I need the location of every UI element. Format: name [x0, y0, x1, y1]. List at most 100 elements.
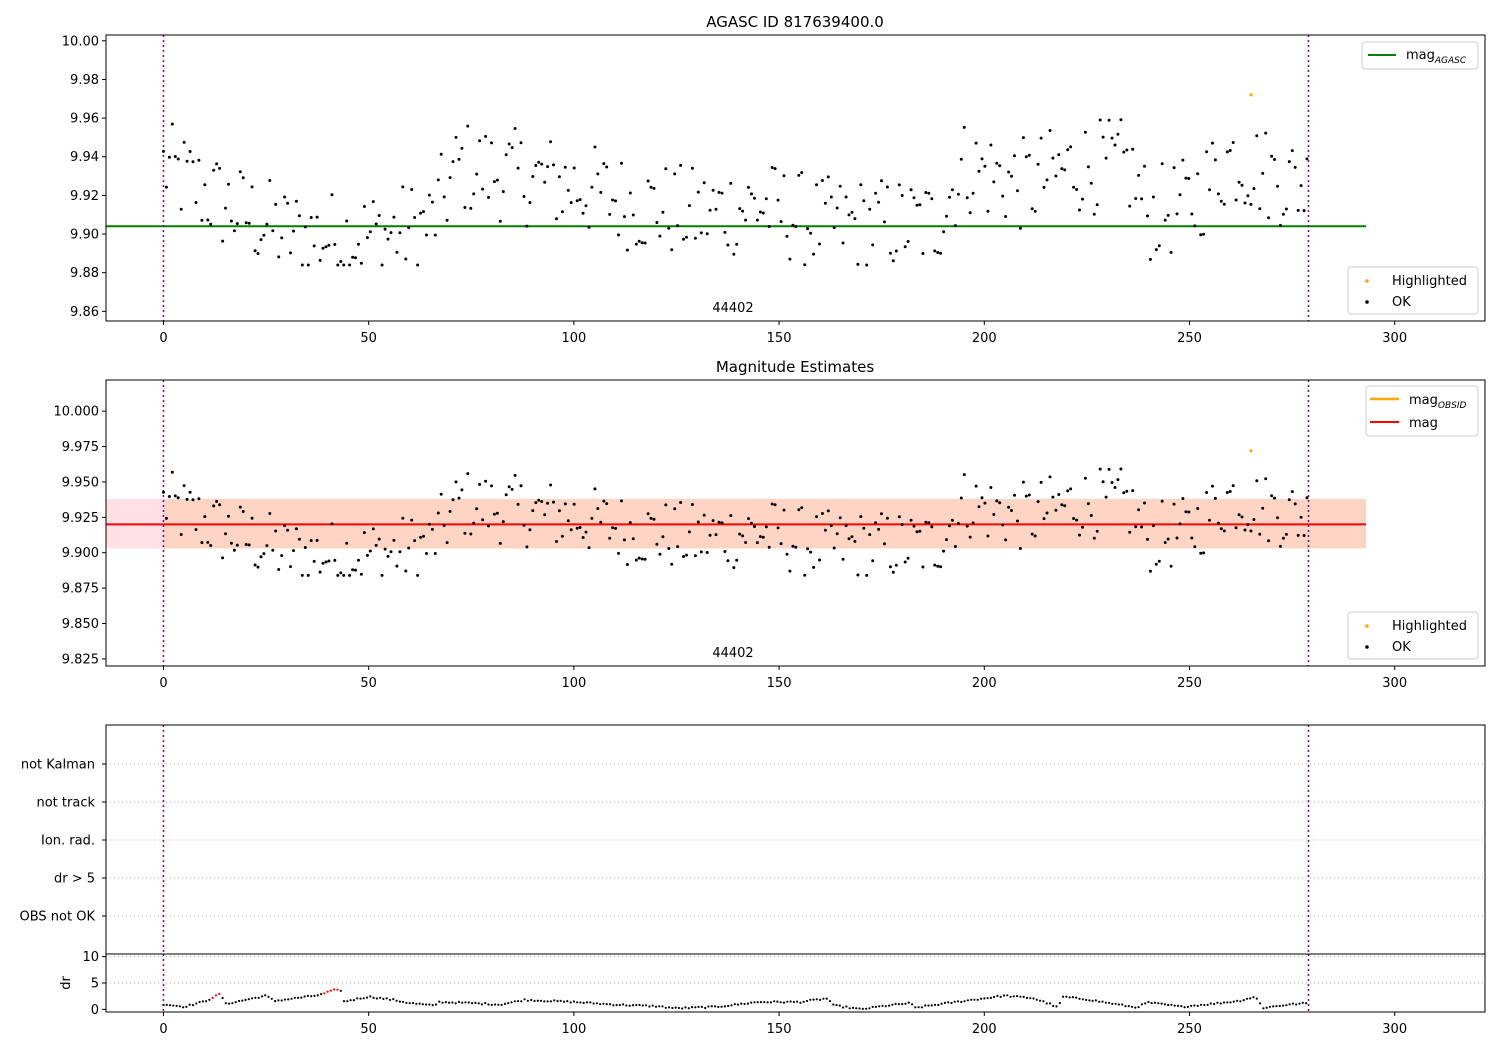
- ok-point: [425, 233, 428, 237]
- ok-point: [936, 251, 940, 254]
- ok-point: [457, 496, 461, 500]
- ok-point: [1255, 134, 1259, 138]
- ok-point: [1146, 537, 1149, 541]
- ok-point: [971, 191, 975, 195]
- dr-point: [293, 996, 296, 999]
- dr-point: [405, 1001, 408, 1005]
- ok-point: [989, 486, 993, 489]
- dr-point: [1219, 1002, 1222, 1005]
- ok-point: [472, 192, 476, 196]
- ok-point: [552, 163, 555, 167]
- dr-point: [1065, 995, 1068, 998]
- ok-point: [1018, 226, 1022, 230]
- ok-point: [1178, 522, 1182, 526]
- ok-point: [897, 515, 901, 519]
- dr-point: [1203, 1003, 1206, 1007]
- dr-point: [677, 1006, 681, 1010]
- dr-point: [884, 1005, 887, 1008]
- ok-point: [566, 188, 570, 192]
- dr-point: [270, 997, 273, 1000]
- ok-point: [469, 206, 473, 210]
- ok-point: [1104, 156, 1108, 160]
- ok-point: [507, 142, 511, 146]
- ok-point: [1199, 551, 1203, 555]
- dr-point: [773, 1000, 776, 1003]
- ok-point: [1219, 199, 1223, 203]
- ok-point: [634, 558, 638, 562]
- ok-point: [590, 516, 594, 520]
- ok-point: [1066, 148, 1070, 152]
- ok-point: [268, 512, 272, 515]
- ok-point: [188, 150, 192, 153]
- dr-point: [1130, 1005, 1134, 1008]
- panel1-title: AGASC ID 817639400.0: [706, 13, 884, 31]
- ok-point: [501, 190, 505, 194]
- dr-point: [385, 997, 388, 1000]
- ok-point: [1157, 559, 1161, 563]
- ok-point: [436, 511, 440, 515]
- ok-point: [303, 225, 307, 229]
- ok-point: [676, 224, 680, 228]
- dr-point: [589, 1001, 592, 1004]
- ok-point: [1001, 194, 1005, 198]
- ok-point: [1175, 536, 1179, 540]
- dr-point: [339, 989, 342, 992]
- dr-point: [497, 1003, 500, 1006]
- dr-point: [1039, 999, 1042, 1002]
- dr-point: [845, 1005, 848, 1008]
- ok-point: [513, 473, 517, 477]
- dr-point: [756, 1001, 759, 1004]
- ok-point: [498, 541, 502, 545]
- ok-point: [918, 203, 922, 207]
- ok-point: [454, 480, 458, 484]
- ok-point: [436, 178, 440, 182]
- ok-point: [1296, 533, 1300, 537]
- dr-point: [165, 1003, 168, 1007]
- ok-point: [442, 195, 446, 199]
- dr-point: [178, 1005, 181, 1008]
- dr-point: [517, 1000, 520, 1003]
- ok-point: [578, 198, 582, 202]
- ok-point: [1219, 527, 1223, 531]
- ok-point: [939, 251, 943, 255]
- ok-point: [894, 249, 898, 253]
- dr-point: [671, 1006, 674, 1010]
- ok-point: [164, 185, 168, 189]
- ok-point: [377, 537, 381, 541]
- ok-point: [664, 167, 668, 171]
- ok-point: [1148, 257, 1152, 261]
- ok-point: [640, 241, 644, 245]
- ok-point: [602, 499, 606, 503]
- ok-point: [962, 473, 966, 477]
- ok-point: [1128, 530, 1132, 534]
- ok-point: [885, 516, 889, 520]
- ok-point: [853, 539, 857, 543]
- ok-point: [1293, 502, 1297, 506]
- y-tick-label: 10.000: [54, 405, 100, 420]
- ok-point: [419, 535, 422, 539]
- ok-point: [1101, 135, 1105, 139]
- ok-point: [1045, 511, 1049, 515]
- ok-point: [490, 484, 493, 488]
- ok-point: [365, 236, 369, 240]
- ok-point: [1057, 493, 1061, 496]
- ok-point: [1181, 497, 1185, 500]
- ok-point: [1305, 157, 1309, 161]
- panel2-title: Magnitude Estimates: [716, 358, 874, 376]
- ok-point: [587, 225, 591, 229]
- ok-point: [593, 145, 597, 149]
- ok-point: [1081, 525, 1084, 529]
- dr-point: [612, 1004, 615, 1007]
- ok-point: [1131, 147, 1135, 151]
- ok-point: [170, 470, 174, 474]
- ok-point: [930, 197, 934, 201]
- dr-point: [1029, 997, 1032, 1000]
- ok-point: [1122, 150, 1126, 154]
- dr-point: [930, 1004, 933, 1007]
- ok-point: [874, 521, 878, 525]
- ok-point: [1072, 517, 1076, 520]
- ok-point: [788, 257, 792, 261]
- ok-point: [229, 219, 233, 223]
- ok-point: [227, 514, 230, 518]
- dr-point: [924, 1004, 927, 1007]
